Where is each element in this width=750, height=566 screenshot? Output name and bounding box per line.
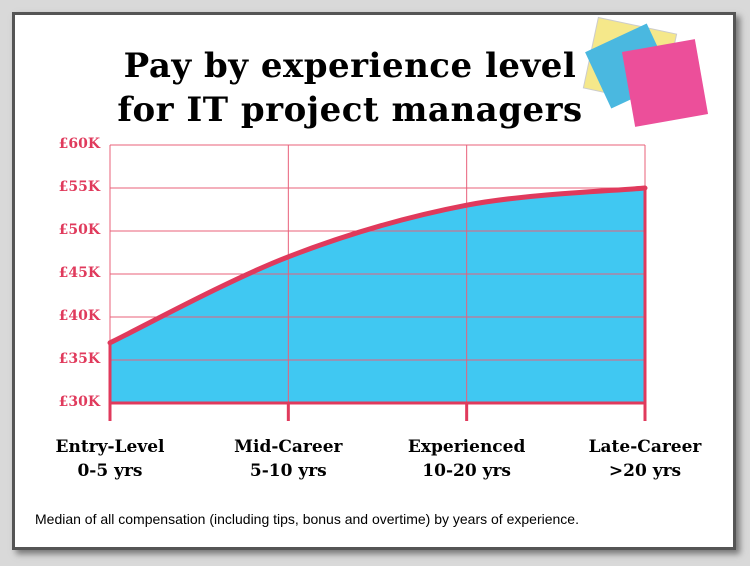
x-tick-label: Late-Career >20 yrs xyxy=(588,437,702,481)
y-tick-label: £60K xyxy=(58,136,100,152)
y-tick-label: £35K xyxy=(58,351,100,367)
area xyxy=(110,188,645,403)
y-tick-label: £55K xyxy=(58,179,100,195)
chart-title: Pay by experience level for IT project m… xyxy=(117,46,583,130)
x-tick-label: Experienced 10-20 yrs xyxy=(407,437,526,481)
sticky-notes xyxy=(582,16,709,127)
x-tick-label: Mid-Career 5-10 yrs xyxy=(234,437,343,481)
note: Median of all compensation (including ti… xyxy=(35,511,579,527)
y-tick-label: £45K xyxy=(58,265,100,281)
y-tick-label: £50K xyxy=(58,222,100,238)
y-tick-label: £30K xyxy=(58,394,100,410)
line xyxy=(107,185,648,346)
x-tick-label: Entry-Level 0-5 yrs xyxy=(55,437,165,481)
y-tick-label: £40K xyxy=(58,308,100,324)
